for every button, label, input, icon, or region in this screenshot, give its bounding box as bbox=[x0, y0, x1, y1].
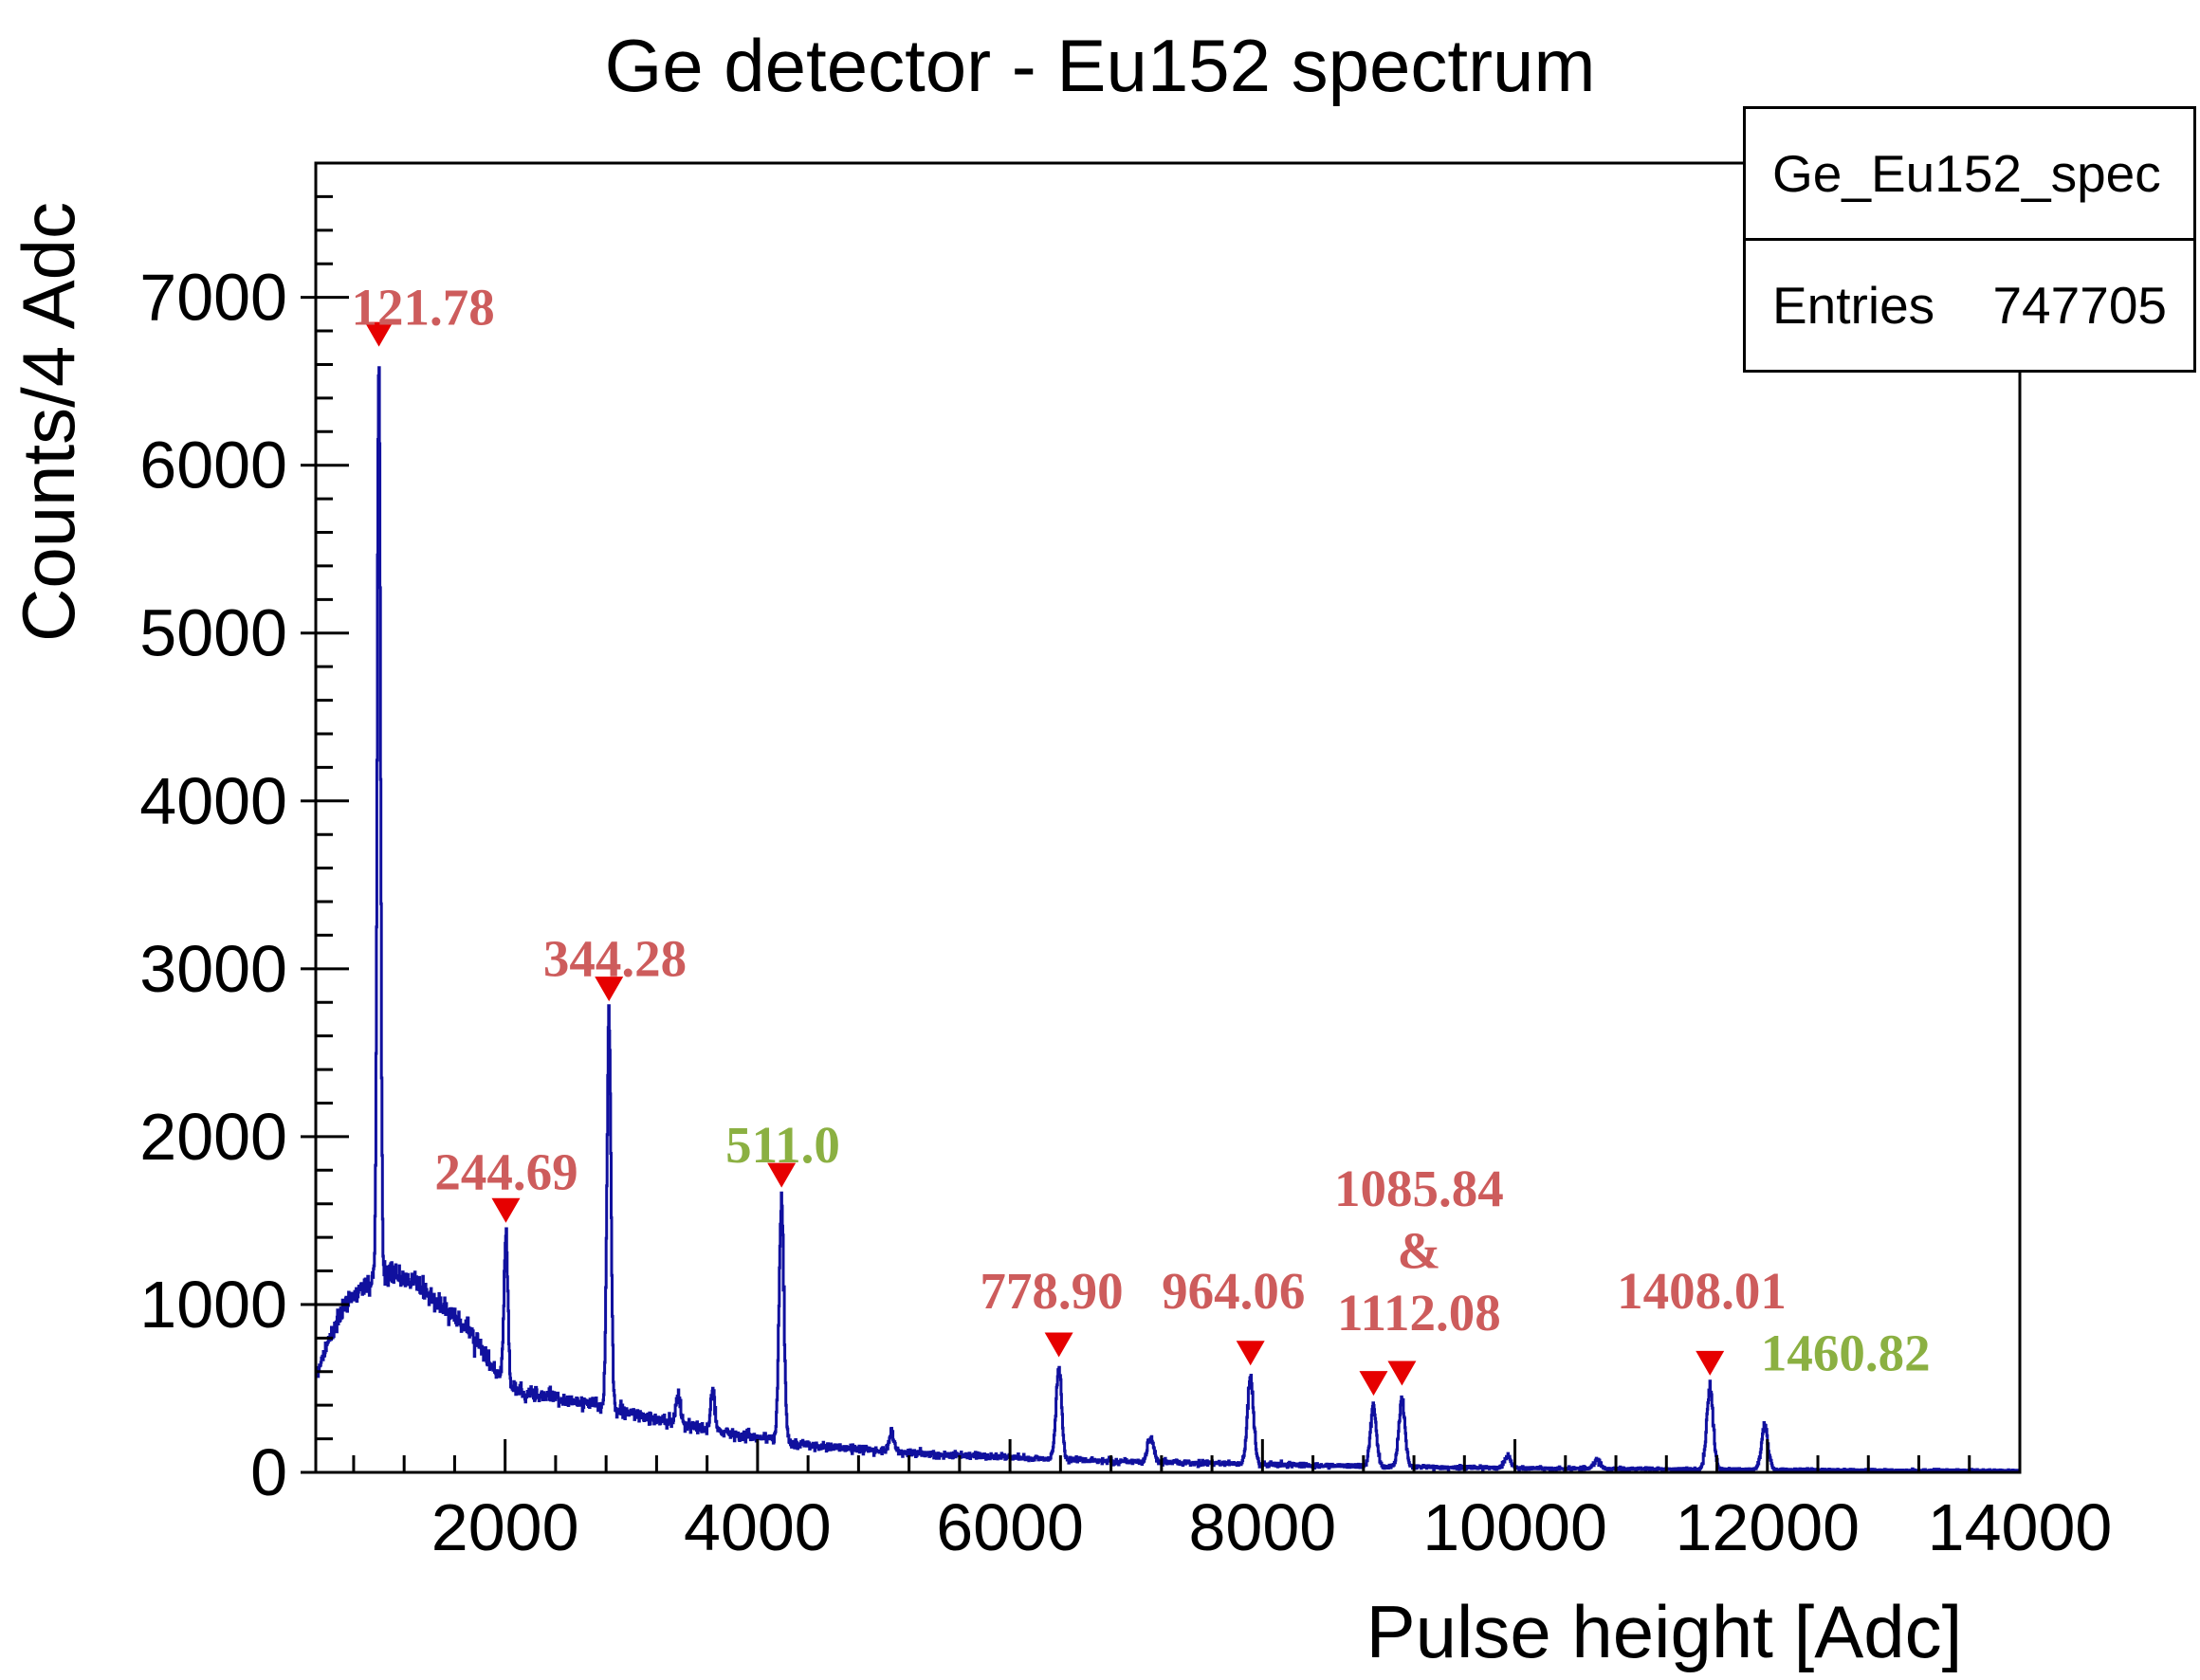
x-tick-label: 14000 bbox=[1928, 1490, 2113, 1564]
peak-marker-triangle bbox=[1044, 1332, 1073, 1358]
peak-energy-label: 964.06 bbox=[1162, 1262, 1305, 1320]
peak-energy-label: 511.0 bbox=[725, 1116, 840, 1174]
y-axis-title: Counts/4 Adc bbox=[7, 202, 90, 642]
x-tick-label: 6000 bbox=[936, 1490, 1084, 1564]
peak-markers bbox=[364, 321, 1725, 1397]
peak-marker-triangle bbox=[767, 1162, 797, 1188]
y-tick-label: 2000 bbox=[139, 1100, 287, 1174]
peak-energy-label: 344.28 bbox=[543, 929, 687, 987]
y-tick-label: 3000 bbox=[139, 932, 287, 1006]
x-axis-title: Pulse height [Adc] bbox=[1366, 1590, 1963, 1673]
stats-box-title: Ge_Eu152_spec bbox=[1746, 109, 2193, 241]
peak-marker-triangle bbox=[1387, 1360, 1417, 1386]
x-tick-label: 4000 bbox=[684, 1490, 832, 1564]
peak-marker-triangle bbox=[491, 1197, 521, 1223]
y-tick-label: 4000 bbox=[139, 764, 287, 838]
axes: 2000 4000 6000 8000 10000 12000 14000 0 1000 2000… bbox=[139, 161, 2113, 1564]
entries-value: 747705 bbox=[1992, 276, 2167, 335]
plot-title: Ge detector - Eu152 spectrum bbox=[604, 24, 1596, 107]
y-tick-label: 1000 bbox=[139, 1268, 287, 1342]
x-tick-label: 10000 bbox=[1422, 1490, 1607, 1564]
peak-labels: 121.78 244.69 344.28 511.0 778.90 964.06 1085.… bbox=[352, 278, 1931, 1381]
peak-marker-triangle bbox=[364, 321, 394, 347]
histogram-line bbox=[315, 366, 2022, 1474]
y-tick-label: 5000 bbox=[139, 596, 287, 670]
x-tick-label: 12000 bbox=[1675, 1490, 1860, 1564]
entries-label: Entries bbox=[1772, 276, 1935, 335]
peak-energy-label: 778.90 bbox=[980, 1262, 1123, 1320]
peak-energy-label: 1408.01 bbox=[1617, 1262, 1787, 1320]
stats-box-entries-row: Entries 747705 bbox=[1746, 241, 2193, 370]
peak-energy-label: 1460.82 bbox=[1761, 1324, 1931, 1382]
peak-marker-triangle bbox=[1696, 1350, 1725, 1376]
y-tick-label: 6000 bbox=[139, 429, 287, 502]
peak-energy-label: 244.69 bbox=[434, 1142, 578, 1200]
peak-marker-triangle bbox=[1236, 1341, 1265, 1366]
x-tick-label: 8000 bbox=[1188, 1490, 1336, 1564]
peak-marker-triangle bbox=[1359, 1371, 1388, 1397]
peak-energy-label: & bbox=[1397, 1222, 1440, 1280]
stats-box: Ge_Eu152_spec Entries 747705 bbox=[1743, 106, 2196, 373]
x-tick-label: 2000 bbox=[431, 1490, 579, 1564]
peak-energy-label: 121.78 bbox=[352, 278, 495, 336]
y-tick-label: 7000 bbox=[139, 261, 287, 335]
peak-energy-label: 1085.84 bbox=[1334, 1160, 1504, 1217]
peak-energy-label: 1112.08 bbox=[1337, 1284, 1501, 1342]
peak-marker-triangle bbox=[595, 977, 624, 1002]
y-tick-label: 0 bbox=[250, 1435, 287, 1509]
